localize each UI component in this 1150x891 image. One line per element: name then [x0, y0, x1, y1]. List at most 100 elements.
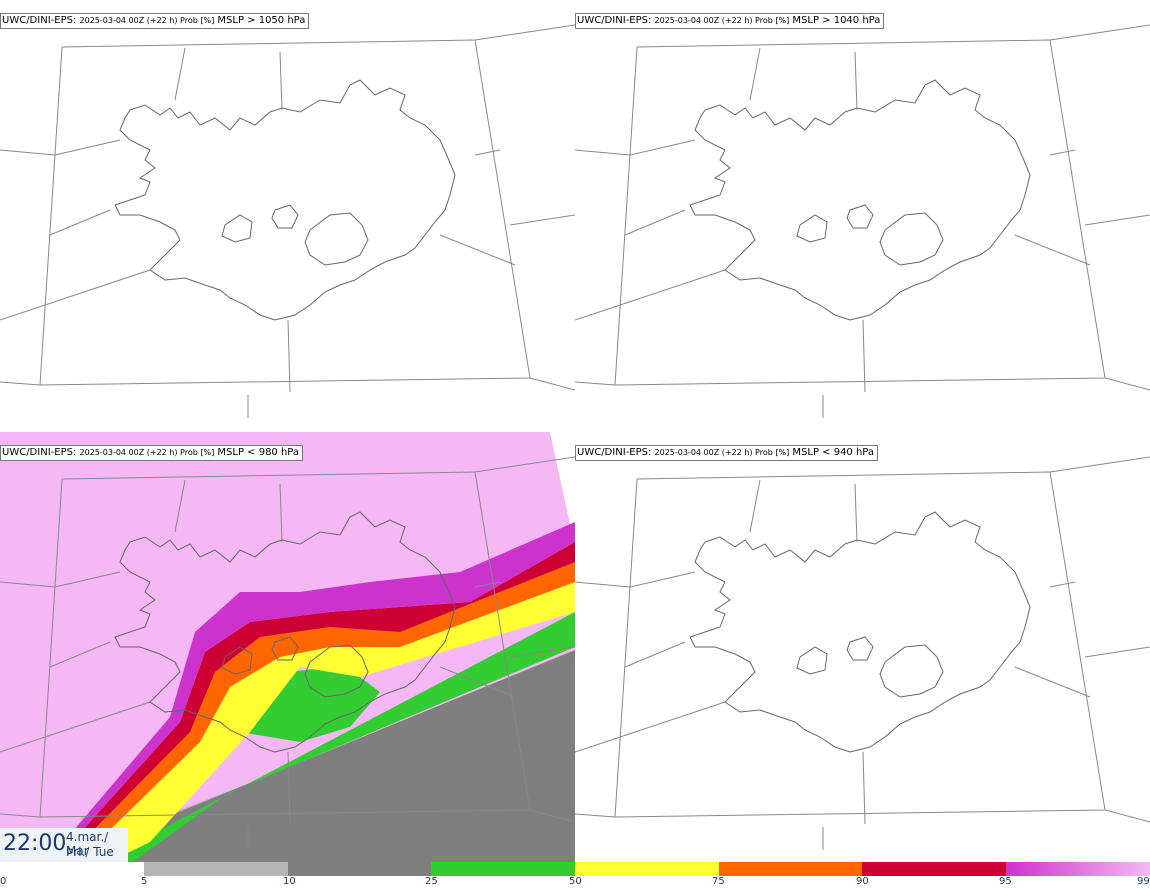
grid-boundary-line — [54, 571, 121, 588]
map-graphic — [0, 24, 575, 418]
grid-boundary-line — [174, 479, 186, 533]
grid-boundary-line — [575, 381, 616, 386]
model-name: UWC/DINI-EPS — [577, 447, 648, 458]
legend-tick-label: 95 — [999, 876, 1012, 887]
grid-boundary-line — [614, 809, 1106, 818]
prob-band — [52, 650, 575, 864]
threshold: MSLP > 1050 hPa — [217, 15, 306, 26]
grid-boundary-line — [61, 39, 476, 48]
panel-title: UWC/DINI-EPS: 2025-03-04 00Z (+22 h) Pro… — [575, 13, 885, 29]
map-graphic — [575, 24, 1150, 418]
grid-boundary-line — [624, 209, 686, 236]
coastline — [689, 511, 1031, 753]
grid-boundary-line — [529, 377, 575, 391]
map-panel-bottom-right: UWC/DINI-EPS: 2025-03-04 00Z (+22 h) Pro… — [575, 432, 1150, 864]
legend-tick-label: 90 — [856, 876, 869, 887]
threshold: MSLP < 980 hPa — [217, 447, 300, 458]
grid-boundary-line — [1014, 666, 1091, 698]
model-name: UWC/DINI-EPS — [2, 15, 73, 26]
glacier-outline — [271, 636, 299, 661]
grid-boundary-line — [629, 571, 696, 588]
legend-tick-label: 25 — [425, 876, 438, 887]
glacier-outline — [221, 214, 253, 243]
model-name: UWC/DINI-EPS — [2, 447, 73, 458]
grid-boundary-line — [287, 751, 291, 825]
grid-boundary-line — [1049, 471, 1106, 811]
legend-swatch — [144, 862, 288, 876]
grid-boundary-line — [529, 809, 575, 823]
legend-tick-label: 10 — [283, 876, 296, 887]
legend-swatch — [1006, 862, 1150, 876]
grid-boundary-line — [439, 234, 516, 266]
legend-tick-label: 50 — [569, 876, 582, 887]
grid-boundary-line — [39, 377, 531, 386]
grid-boundary-line — [54, 139, 121, 156]
glacier-outline — [221, 646, 253, 675]
legend-swatch — [431, 862, 575, 876]
grid-boundary-line — [39, 46, 63, 386]
prob-band — [80, 657, 575, 864]
grid-boundary-line — [287, 319, 291, 393]
grid-boundary-line — [0, 269, 151, 321]
grid-boundary-line — [49, 209, 111, 236]
threshold: MSLP < 940 hPa — [792, 447, 875, 458]
coastline — [114, 79, 456, 321]
grid-boundary-line — [61, 471, 476, 480]
prob-band — [60, 562, 575, 864]
legend-tick-label: 75 — [712, 876, 725, 887]
grid-boundary-line — [0, 701, 151, 753]
grid-boundary-line — [474, 581, 501, 588]
map-panel-top-right: UWC/DINI-EPS: 2025-03-04 00Z (+22 h) Pro… — [575, 0, 1150, 432]
glacier-outline — [846, 636, 874, 661]
glacier-outline — [304, 212, 369, 266]
grid-boundary-line — [1084, 214, 1150, 226]
legend-tick-label: 0 — [0, 876, 7, 887]
grid-boundary-line — [614, 478, 638, 818]
grid-boundary-line — [39, 478, 63, 818]
grid-boundary-line — [749, 479, 761, 533]
grid-boundary-line — [439, 666, 516, 698]
grid-boundary-line — [636, 471, 1051, 480]
prob-band — [45, 522, 575, 864]
legend-swatch — [575, 862, 719, 876]
glacier-outline — [879, 212, 944, 266]
grid-boundary-line — [614, 46, 638, 386]
glacier-outline — [271, 204, 299, 229]
valid-hour: 22:00 — [3, 831, 67, 856]
grid-boundary-line — [749, 47, 761, 101]
grid-boundary-line — [636, 39, 1051, 48]
grid-boundary-line — [474, 24, 575, 41]
legend-tick-label: 99 — [1137, 876, 1150, 887]
grid-boundary-line — [509, 214, 575, 226]
grid-boundary-line — [629, 139, 696, 156]
grid-boundary-line — [854, 51, 858, 111]
grid-boundary-line — [0, 581, 56, 588]
grid-boundary-line — [474, 149, 501, 156]
panel-title: UWC/DINI-EPS: 2025-03-04 00Z (+22 h) Pro… — [575, 445, 879, 461]
legend-swatch — [288, 862, 431, 876]
grid-boundary-line — [279, 483, 283, 543]
grid-boundary-line — [509, 646, 575, 658]
grid-boundary-line — [1104, 377, 1150, 391]
valid-date: 4.mar./ Mar — [66, 830, 109, 858]
run-info: 2025-03-04 00Z (+22 h) Prob [%] — [654, 16, 790, 25]
prob-band — [52, 542, 575, 864]
grid-boundary-line — [575, 149, 631, 156]
grid-boundary-line — [1014, 234, 1091, 266]
run-info: 2025-03-04 00Z (+22 h) Prob [%] — [79, 16, 215, 25]
coastline — [114, 511, 456, 753]
grid-boundary-line — [854, 483, 858, 543]
legend-tick-label: 5 — [141, 876, 148, 887]
run-info: 2025-03-04 00Z (+22 h) Prob [%] — [79, 448, 215, 457]
grid-boundary-line — [624, 641, 686, 668]
grid-boundary-line — [1049, 149, 1076, 156]
glacier-outline — [304, 644, 369, 698]
model-name: UWC/DINI-EPS — [577, 15, 648, 26]
prob-band — [95, 612, 575, 864]
legend-swatch — [719, 862, 862, 876]
grid-boundary-line — [0, 813, 41, 818]
map-panel-top-left: UWC/DINI-EPS: 2025-03-04 00Z (+22 h) Pro… — [0, 0, 575, 432]
map-panel-bottom-left: UWC/DINI-EPS: 2025-03-04 00Z (+22 h) Pro… — [0, 432, 575, 864]
grid-boundary-line — [614, 377, 1106, 386]
run-info: 2025-03-04 00Z (+22 h) Prob [%] — [654, 448, 790, 457]
